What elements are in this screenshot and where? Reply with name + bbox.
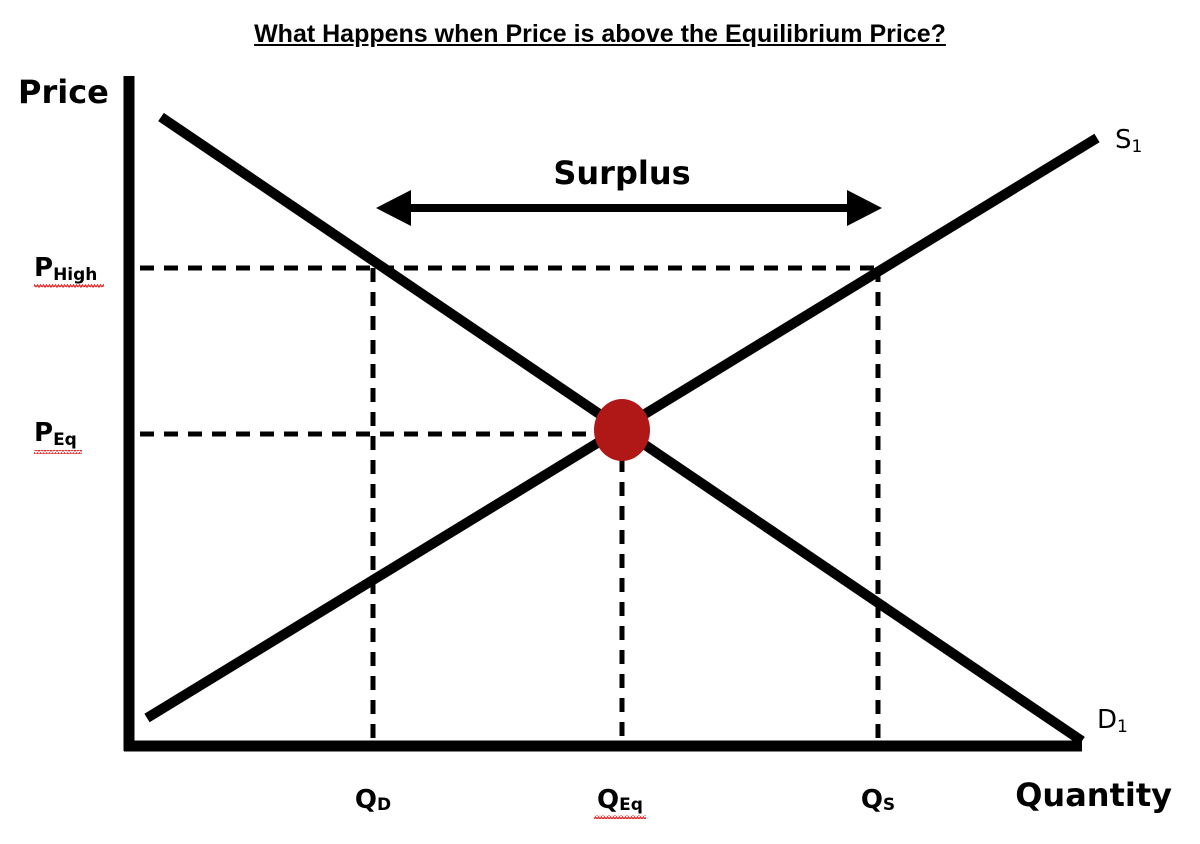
p-high-spellcheck-mark [34,284,104,288]
qs-label: QS [861,785,895,815]
p-high-label: PHigh [34,253,97,285]
surplus-arrow-right-head [847,190,882,226]
qd-label: QD [355,785,391,815]
p-eq-label: PEq [34,418,77,450]
equilibrium-point [594,399,650,461]
demand-curve-label: D1 [1097,705,1128,737]
qeq-spellcheck-mark [594,815,646,819]
surplus-label: Surplus [553,154,690,192]
supply-curve-label: S1 [1115,125,1142,157]
diagram-title: What Happens when Price is above the Equ… [254,20,946,48]
x-axis-label: Quantity [1015,776,1172,814]
y-axis-label: Price [18,73,109,111]
p-eq-spellcheck-mark [34,450,82,454]
qeq-label: QEq [597,785,643,815]
surplus-arrow-left-head [376,190,411,226]
